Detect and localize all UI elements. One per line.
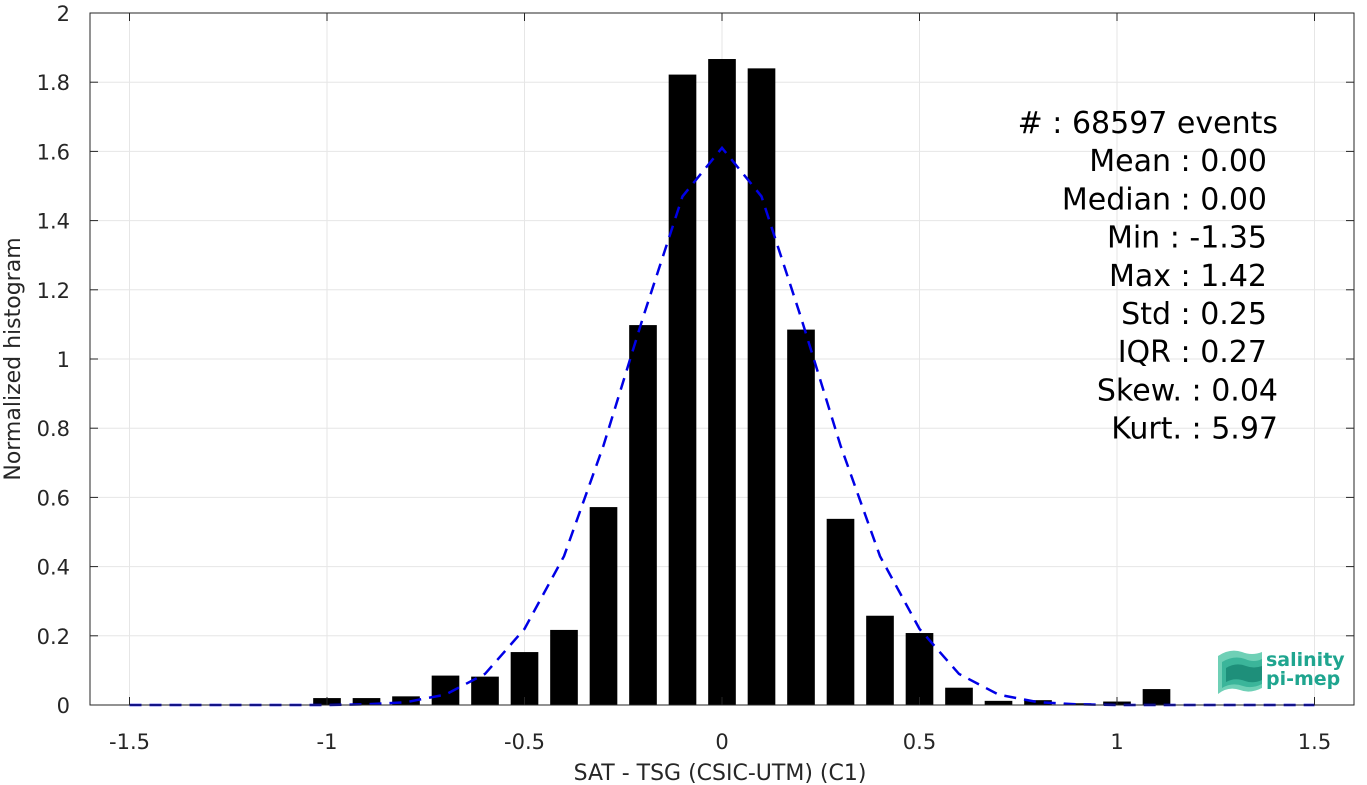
- histogram-bar: [392, 696, 420, 705]
- y-tick-label: 1.4: [37, 210, 70, 234]
- histogram-bar: [629, 325, 657, 705]
- y-tick-label: 0.4: [37, 556, 70, 580]
- logo-wave-icon: [1218, 650, 1262, 694]
- histogram-bars: [313, 59, 1171, 706]
- x-tick-label: -0.5: [504, 730, 545, 754]
- y-axis-label: Normalized histogram: [1, 237, 26, 480]
- y-tick-label: 1.6: [37, 140, 70, 164]
- histogram-bar: [471, 676, 499, 705]
- histogram-bar: [550, 629, 578, 705]
- histogram-bar: [1063, 703, 1092, 705]
- y-tick-label: 1.8: [37, 71, 70, 95]
- x-axis-label: SAT - TSG (CSIC-UTM) (C1): [574, 761, 867, 785]
- histogram-bar: [1024, 700, 1052, 705]
- stat-line: IQR : 0.27: [1118, 335, 1267, 370]
- x-tick-label: 1: [1110, 730, 1123, 754]
- stat-line: Std : 0.25: [1121, 297, 1267, 332]
- x-axis-ticks: -1.5 -1 -0.5 0 0.5 1 1.5: [109, 13, 1331, 754]
- histogram-bar: [510, 652, 539, 705]
- x-tick-label: 1.5: [1298, 730, 1331, 754]
- stat-line: Kurt. : 5.97: [1111, 412, 1278, 447]
- histogram-bar: [708, 59, 736, 705]
- y-tick-label: 1: [57, 348, 70, 372]
- x-tick-label: 0.5: [903, 730, 936, 754]
- stat-line: Min : -1.35: [1107, 221, 1267, 256]
- x-tick-label: -1.5: [109, 730, 150, 754]
- normal-fit-curve: [129, 145, 1315, 707]
- y-tick-label: 0.6: [37, 486, 70, 510]
- histogram-bar: [352, 698, 381, 705]
- salinity-pi-mep-logo: salinity pi-mep: [1218, 649, 1345, 694]
- y-tick-label: 0: [57, 694, 70, 718]
- logo-text-salinity: salinity: [1266, 649, 1345, 671]
- y-tick-label: 1.2: [37, 279, 70, 303]
- stat-line: # : 68597 events: [1018, 106, 1278, 141]
- histogram-bar: [826, 518, 855, 705]
- stat-line: Median : 0.00: [1062, 182, 1267, 217]
- histogram-bar: [1142, 689, 1171, 705]
- x-tick-label: 0: [715, 730, 728, 754]
- histogram-bar: [787, 329, 815, 705]
- y-tick-label: 0.2: [37, 625, 70, 649]
- y-tick-label: 2: [57, 2, 70, 26]
- histogram-bar: [747, 68, 776, 706]
- histogram-bar: [668, 74, 697, 705]
- histogram-bar: [905, 633, 934, 705]
- histogram-bar: [984, 700, 1013, 705]
- histogram-bar: [589, 507, 618, 705]
- histogram-bar: [866, 615, 894, 705]
- logo-text-pi-mep: pi-mep: [1266, 668, 1340, 690]
- stat-line: Mean : 0.00: [1089, 144, 1267, 179]
- y-tick-label: 0.8: [37, 417, 70, 441]
- x-tick-label: -1: [317, 730, 338, 754]
- y-axis-ticks: 0 0.2 0.4 0.6 0.8 1 1.2 1.4 1.6 1.8 2: [37, 2, 1354, 718]
- stat-line: Max : 1.42: [1109, 259, 1267, 294]
- stat-line: Skew. : 0.04: [1097, 373, 1278, 408]
- histogram-bar: [945, 687, 973, 705]
